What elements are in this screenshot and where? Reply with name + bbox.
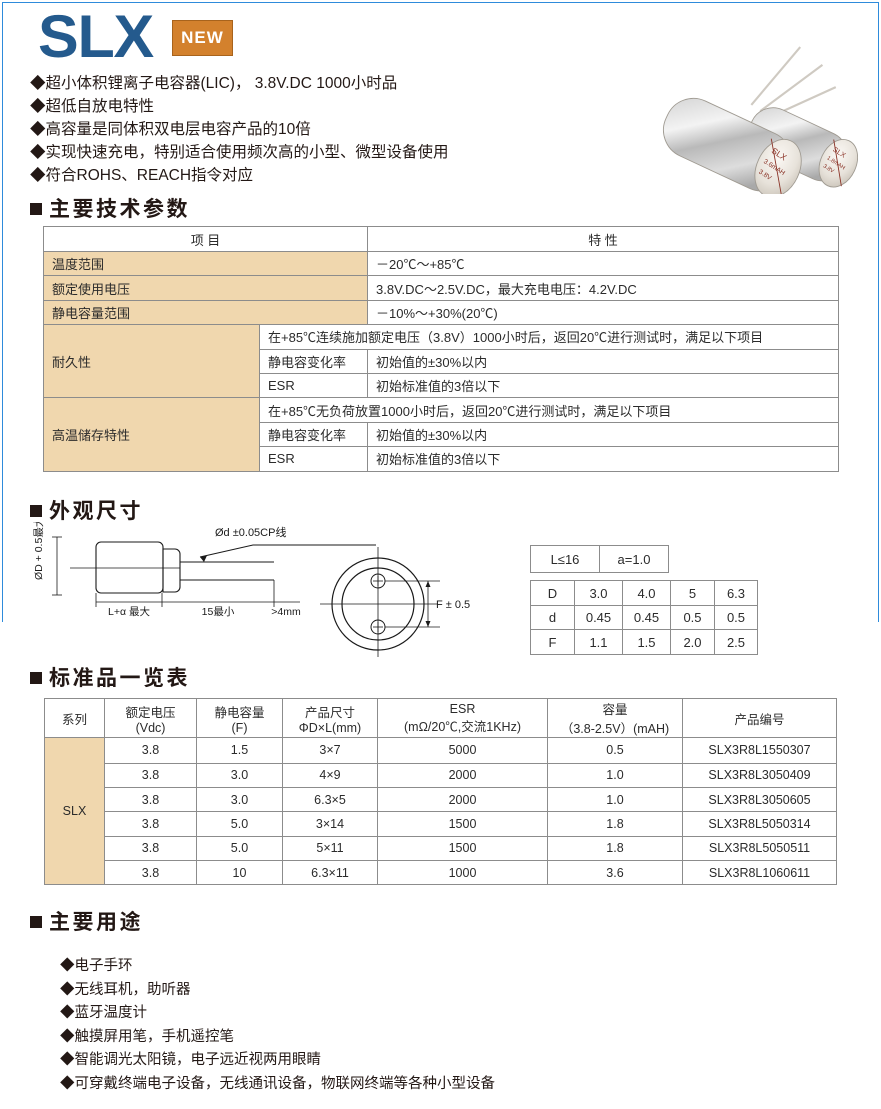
svg-text:>4mm: >4mm	[271, 606, 301, 618]
svg-text:F ± 0.5: F ± 0.5	[436, 599, 470, 611]
svg-text:Ød ±0.05CP线: Ød ±0.05CP线	[215, 525, 286, 539]
svg-text:15最小: 15最小	[202, 606, 235, 618]
svg-text:ØD + 0.5最大: ØD + 0.5最大	[32, 522, 45, 580]
svg-text:L+α 最大: L+α 最大	[108, 605, 150, 618]
